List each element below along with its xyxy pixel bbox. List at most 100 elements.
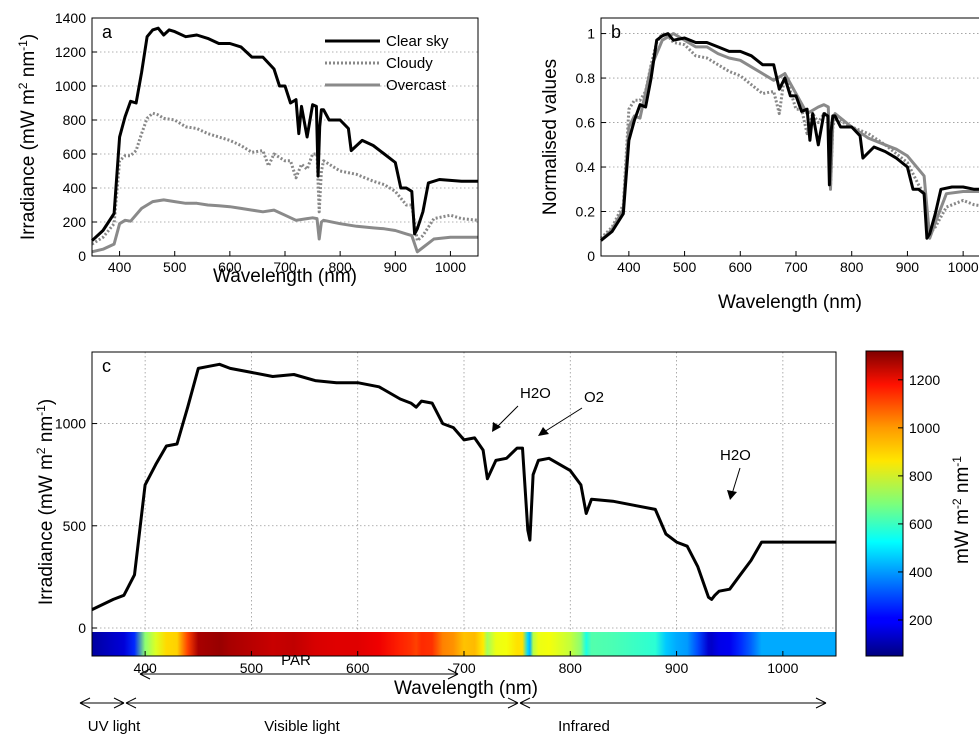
panel-c-xtick-label: 600 bbox=[346, 660, 370, 676]
panel-b-ytick-label: 1 bbox=[587, 26, 595, 42]
panel-a-xlabel: Wavelength (nm) bbox=[213, 266, 357, 287]
panel-b-ticks: 0 0.2 0.4 0.6 0.8 1 400 500 600 700 800 900 1000 bbox=[576, 26, 979, 275]
legend-overcast-label: Overcast bbox=[386, 77, 447, 94]
panel-b-xtick-label: 800 bbox=[840, 259, 864, 275]
panel-a-xtick-label: 700 bbox=[273, 259, 297, 275]
colorbar-tick-label: 400 bbox=[909, 564, 933, 580]
series-cloudy-line bbox=[599, 32, 979, 240]
panel-b-xtick-label: 700 bbox=[784, 259, 808, 275]
annotation-o2: O2 bbox=[538, 389, 604, 436]
panel-c-xtick-label: 800 bbox=[559, 660, 583, 676]
panel-a-xtick-label: 800 bbox=[328, 259, 352, 275]
panel-b-ytick-label: 0.2 bbox=[576, 204, 596, 220]
colorbar-tick-label: 200 bbox=[909, 612, 933, 628]
panel-c-xtick-label: 400 bbox=[133, 660, 157, 676]
panel-b-lines bbox=[599, 32, 979, 242]
panel-a-ytick-label: 200 bbox=[63, 214, 87, 230]
visible-arrowheads bbox=[125, 697, 519, 709]
annotation-h2o-2-arrow bbox=[731, 467, 741, 495]
panel-c-ytick-label: 1000 bbox=[55, 416, 86, 432]
band-arrows: PAR UV light Visible light Infrared bbox=[79, 652, 827, 735]
panel-c-label: c bbox=[102, 356, 111, 376]
panel-b-grid bbox=[601, 33, 979, 257]
colorbar-label: mW m-2 nm-1 bbox=[950, 456, 973, 564]
panel-a-xtick-label: 500 bbox=[163, 259, 187, 275]
panel-a-legend: Clear sky Cloudy Overcast bbox=[325, 33, 449, 94]
colorbar-tick-label: 1000 bbox=[909, 420, 940, 436]
panel-b-ytick-label: 0.4 bbox=[576, 159, 596, 175]
panel-b-xtick-label: 600 bbox=[729, 259, 753, 275]
series-irradiance-line bbox=[91, 362, 836, 611]
infrared-arrowheads bbox=[519, 697, 827, 709]
colorbar-gradient bbox=[865, 350, 904, 657]
panel-a-xtick-label: 400 bbox=[108, 259, 132, 275]
panel-a-ticks: 0 200 400 600 800 1000 1200 1400 400 500 600 700 800… bbox=[55, 10, 466, 275]
panel-b-xtick-label: 500 bbox=[673, 259, 697, 275]
infrared-label: Infrared bbox=[558, 718, 610, 735]
panel-c-xtick-label: 500 bbox=[240, 660, 264, 676]
panel-a-label: a bbox=[102, 22, 113, 42]
series-clear-sky-line bbox=[600, 32, 979, 242]
series-clear-sky-line bbox=[90, 26, 478, 242]
panel-a-ylabel: Irradiance (mW m2 nm-1) bbox=[16, 34, 39, 240]
panel-c-ylabel: Irradiance (mW m2 nm-1) bbox=[34, 399, 57, 605]
panel-a-xtick-label: 1000 bbox=[435, 259, 466, 275]
panel-b-ytick-label: 0 bbox=[587, 248, 595, 264]
colorbar-tick-label: 600 bbox=[909, 516, 933, 532]
uv-label: UV light bbox=[88, 718, 141, 735]
panel-c-ytick-label: 0 bbox=[78, 620, 86, 636]
panel-b-ytick-label: 0.8 bbox=[576, 70, 596, 86]
legend-clear-sky-label: Clear sky bbox=[386, 33, 449, 50]
par-arrowhead-left bbox=[139, 668, 151, 680]
colorbar-ticks: 200 400 600 800 1000 1200 bbox=[898, 372, 940, 628]
panel-c-xlabel: Wavelength (nm) bbox=[394, 678, 538, 699]
panel-a-ytick-label: 1400 bbox=[55, 10, 86, 26]
panel-c: 0 500 1000 400 500 600 700 800 900 1000 c Wavelen… bbox=[34, 351, 837, 699]
annotation-o2-arrowhead bbox=[538, 427, 549, 436]
infrared-band: Infrared bbox=[519, 697, 827, 735]
series-cloudy-line bbox=[91, 111, 479, 246]
annotation-o2-arrow bbox=[543, 407, 583, 433]
panel-b-label: b bbox=[611, 22, 621, 42]
colorbar: 200 400 600 800 1000 1200 mW m-2 nm-1 bbox=[865, 350, 973, 657]
panel-a-lines bbox=[90, 26, 479, 254]
panel-b-xtick-label: 400 bbox=[617, 259, 641, 275]
panel-a-ytick-label: 0 bbox=[78, 248, 86, 264]
visible-label: Visible light bbox=[264, 718, 340, 735]
par-arrowhead-right bbox=[447, 668, 459, 680]
annotation-h2o-1-arrowhead bbox=[492, 422, 501, 432]
series-overcast-line bbox=[91, 198, 478, 254]
colorbar-tick-label: 1200 bbox=[909, 372, 940, 388]
panel-a-ytick-label: 600 bbox=[63, 146, 87, 162]
par-band: PAR bbox=[139, 652, 459, 680]
panel-a-ytick-label: 1200 bbox=[55, 44, 86, 60]
annotation-o2-label: O2 bbox=[584, 389, 604, 406]
panel-b-xtick-label: 900 bbox=[896, 259, 920, 275]
legend-cloudy-label: Cloudy bbox=[386, 55, 433, 72]
panel-a-ytick-label: 1000 bbox=[55, 78, 86, 94]
panel-c-grid bbox=[92, 352, 836, 656]
panel-c-xtick-label: 900 bbox=[665, 660, 689, 676]
panel-c-xtick-label: 700 bbox=[452, 660, 476, 676]
panel-b-xtick-label: 1000 bbox=[948, 259, 979, 275]
panel-c-ytick-label: 500 bbox=[63, 518, 87, 534]
panel-a: 0 200 400 600 800 1000 1200 1400 400 500 600 700 800… bbox=[16, 10, 479, 287]
uv-band: UV light bbox=[79, 697, 141, 735]
visible-band: Visible light bbox=[125, 697, 519, 735]
annotation-h2o-2-arrowhead bbox=[727, 490, 737, 500]
par-label: PAR bbox=[281, 652, 311, 669]
series-overcast-line bbox=[599, 32, 979, 242]
annotation-h2o-2: H2O bbox=[720, 447, 751, 500]
panel-b-xlabel: Wavelength (nm) bbox=[718, 292, 862, 313]
panel-a-xtick-label: 900 bbox=[384, 259, 408, 275]
panel-a-ytick-label: 400 bbox=[63, 180, 87, 196]
panel-a-xtick-label: 600 bbox=[218, 259, 242, 275]
panel-b: 0 0.2 0.4 0.6 0.8 1 400 500 600 700 800 900 1000 b W… bbox=[540, 17, 979, 313]
annotation-h2o-1-arrow bbox=[495, 405, 519, 429]
panel-b-ytick-label: 0.6 bbox=[576, 115, 596, 131]
panel-c-xtick-label: 1000 bbox=[767, 660, 798, 676]
panel-c-ticks: 0 500 1000 400 500 600 700 800 900 1000 bbox=[55, 416, 799, 676]
annotation-h2o-1: H2O bbox=[492, 385, 551, 432]
uv-arrowheads bbox=[79, 697, 125, 709]
